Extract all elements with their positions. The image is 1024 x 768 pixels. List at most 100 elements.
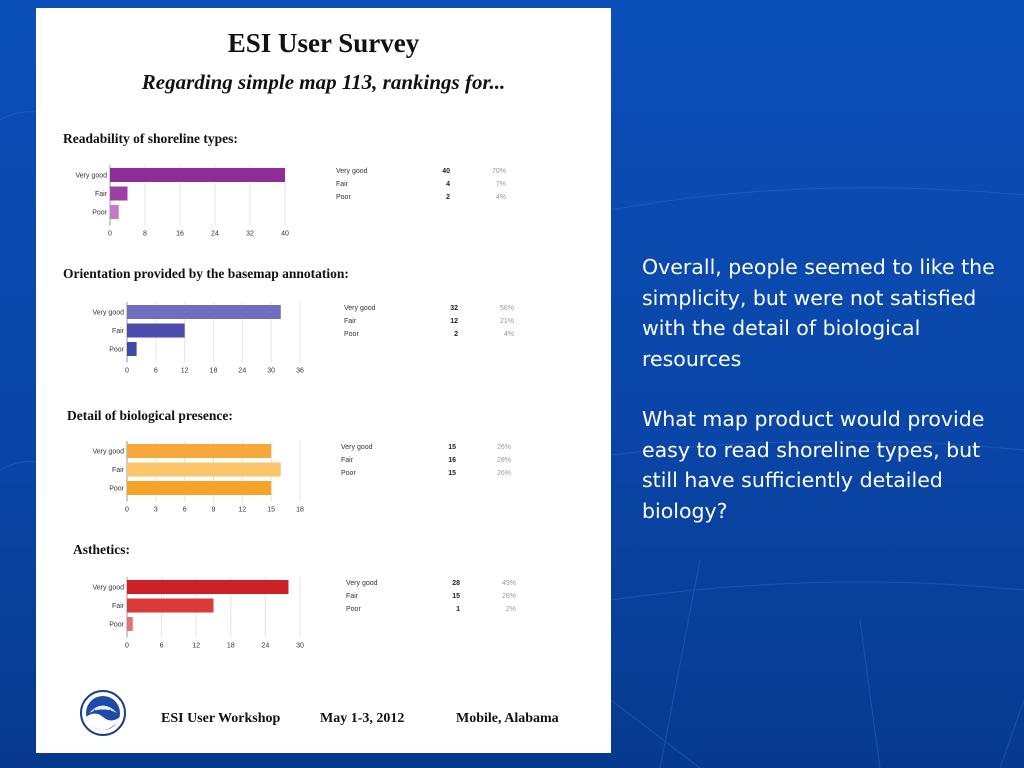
table-count: 15 [452,593,460,600]
bar [127,323,185,338]
table-count: 2 [446,194,450,201]
table-count: 15 [448,470,456,477]
x-tick-label: 40 [281,231,289,238]
question-title-asthetics: Asthetics: [73,542,130,557]
noaa-logo-text: NOAA [93,709,112,716]
commentary-text: Overall, people seemed to like the simpl… [642,252,1012,556]
table-percent: 26% [497,444,511,451]
table-percent: 4% [504,331,514,338]
table-category: Very good [346,580,378,587]
x-tick-label: 8 [143,231,147,238]
x-tick-label: 16 [176,231,184,238]
category-label: Very good [75,173,107,180]
category-label: Fair [112,328,125,335]
table-category: Poor [336,194,351,201]
x-tick-label: 36 [296,368,304,375]
table-count: 15 [448,444,456,451]
table-percent: 70% [492,168,506,175]
x-tick-label: 0 [125,368,129,375]
table-category: Very good [344,305,376,312]
table-count: 4 [446,181,450,188]
bar [127,617,133,631]
x-tick-label: 12 [192,643,200,650]
bar [127,580,289,594]
table-category: Fair [336,181,349,188]
x-tick-label: 12 [181,368,189,375]
x-tick-label: 24 [262,643,270,650]
x-tick-label: 32 [246,231,254,238]
x-tick-label: 30 [267,368,275,375]
table-percent: 49% [502,580,516,587]
category-label: Fair [112,603,125,610]
survey-panel: ESI User Survey Regarding simple map 113… [36,8,611,753]
chart-orientation: 0 6 12 18 24 30 36 Very good Very good 32 56% Fair F… [92,302,514,375]
footer-workshop: ESI User Workshop [161,711,281,726]
bar [127,342,137,356]
bar [110,186,128,201]
x-tick-label: 0 [125,643,129,650]
x-tick-label: 24 [238,368,246,375]
table-category: Very good [341,444,373,451]
table-category: Poor [341,470,356,477]
bar [110,168,285,182]
category-label: Poor [109,486,124,493]
category-label: Very good [92,310,124,317]
table-category: Fair [341,457,354,464]
table-count: 40 [442,168,450,175]
table-percent: 7% [496,181,506,188]
table-count: 28 [452,580,460,587]
table-percent: 26% [502,593,516,600]
table-count: 2 [454,331,458,338]
category-label: Poor [109,347,124,354]
bar [110,205,119,219]
bar [127,444,272,458]
x-tick-label: 6 [160,643,164,650]
x-tick-label: 15 [267,507,275,514]
table-percent: 28% [497,457,511,464]
x-tick-label: 18 [210,368,218,375]
table-percent: 26% [497,470,511,477]
chart-asthetics: 0 6 12 18 24 30 Very good Very good 28 49% Fair Fai… [92,577,516,650]
x-tick-label: 0 [108,231,112,238]
table-count: 32 [450,305,458,312]
x-tick-label: 12 [238,507,246,514]
bar [127,305,281,319]
table-category: Poor [346,606,361,613]
x-tick-label: 18 [296,507,304,514]
x-tick-label: 18 [227,643,235,650]
table-count: 1 [456,606,460,613]
chart-biological: 0 3 6 9 12 15 18 Very good Very good 15 26% Fair Fai… [92,441,511,514]
table-percent: 56% [500,305,514,312]
commentary-paragraph-2: What map product would provide easy to r… [642,407,985,523]
category-label: Fair [112,467,125,474]
category-label: Poor [109,622,124,629]
table-count: 12 [450,318,458,325]
noaa-logo: NOAA [80,690,126,736]
table-percent: 2% [506,606,516,613]
question-title-orientation: Orientation provided by the basemap anno… [63,266,349,281]
bar [127,598,214,613]
category-label: Poor [92,210,107,217]
question-title-biological: Detail of biological presence: [67,408,233,423]
category-label: Very good [92,449,124,456]
x-tick-label: 24 [211,231,219,238]
table-count: 16 [448,457,456,464]
x-tick-label: 6 [154,368,158,375]
table-percent: 4% [496,194,506,201]
x-tick-label: 9 [212,507,216,514]
table-percent: 21% [500,318,514,325]
x-tick-label: 6 [183,507,187,514]
survey-title: ESI User Survey [227,28,420,58]
footer-dates: May 1-3, 2012 [320,711,405,726]
bar [127,462,281,477]
table-category: Fair [344,318,357,325]
bar [127,481,272,495]
footer-location: Mobile, Alabama [456,711,559,726]
x-tick-label: 0 [125,507,129,514]
x-tick-label: 30 [296,643,304,650]
question-title-readability: Readability of shoreline types: [63,131,238,146]
category-label: Very good [92,585,124,592]
table-category: Fair [346,593,359,600]
